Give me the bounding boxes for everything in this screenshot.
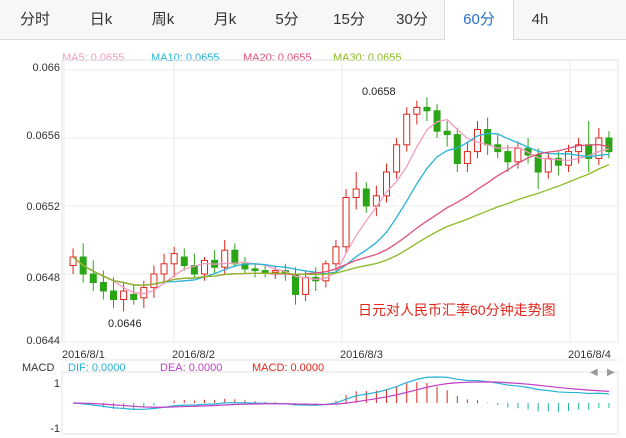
candle-body <box>190 265 198 275</box>
candle-body <box>393 144 401 173</box>
candle-body <box>170 253 178 265</box>
tab-5min[interactable]: 5分 <box>275 11 299 28</box>
candle-body <box>332 246 340 265</box>
candle-body <box>474 129 481 153</box>
tab-weekly-k[interactable]: 周k <box>151 11 175 28</box>
candle-body <box>231 249 239 265</box>
x-tick-label: 2016/8/4 <box>568 349 611 361</box>
macd-frame <box>61 371 619 435</box>
ma10-legend: MA10: 0.0655 <box>151 52 220 64</box>
scroll-right-icon[interactable]: ▶ <box>607 367 615 378</box>
candle-body <box>413 106 421 115</box>
candle-body <box>575 144 583 153</box>
candle-body <box>110 290 117 300</box>
y-tick-label: 0.066 <box>32 62 60 74</box>
candle-body <box>423 106 431 112</box>
ma30-legend: MA30: 0.0655 <box>333 52 402 64</box>
ma20-legend: MA20: 0.0655 <box>243 52 312 64</box>
candles-layer <box>69 97 613 312</box>
candle-body <box>180 256 188 266</box>
y-tick-label: 0.0656 <box>26 130 60 142</box>
macd-layer <box>73 376 610 413</box>
tab-4h[interactable]: 4h <box>531 11 549 28</box>
candle-body <box>605 137 613 153</box>
candle-body <box>221 249 229 268</box>
candle-body <box>554 157 562 166</box>
candle-body <box>120 290 128 300</box>
tab-60min[interactable]: 60分 <box>444 0 514 40</box>
tab-15min[interactable]: 15分 <box>333 11 365 28</box>
macd-y-tick: 1 <box>53 378 60 390</box>
ma-lines-layer <box>72 118 610 295</box>
candle-body <box>251 268 259 272</box>
macd-value-legend: MACD: 0.0000 <box>252 362 325 374</box>
x-tick-label: 2016/8/1 <box>62 349 105 361</box>
scroll-left-icon[interactable]: ◀ <box>590 367 598 378</box>
x-tick-label: 2016/8/2 <box>172 349 215 361</box>
candle-body <box>352 188 360 198</box>
candle-body <box>544 157 552 173</box>
macd-dea-line <box>73 381 609 408</box>
candle-body <box>565 151 572 166</box>
chart-grid <box>61 59 619 435</box>
candle-body <box>463 151 471 165</box>
candle-body <box>383 171 390 197</box>
candle-body <box>504 151 512 163</box>
candle-body <box>271 270 279 273</box>
candle-body <box>534 154 542 173</box>
y-tick-label: 0.0648 <box>26 272 60 284</box>
candle-body <box>99 282 107 292</box>
candle-body <box>443 130 451 136</box>
candle-body <box>342 197 350 248</box>
macd-dif-legend: DIF: 0.0000 <box>68 362 126 374</box>
candle-body <box>302 276 310 295</box>
ma5-line <box>72 118 610 295</box>
candle-body <box>403 113 411 146</box>
candle-body <box>362 188 370 207</box>
candle-body <box>89 273 97 283</box>
ma30-line <box>72 164 610 286</box>
candle-body <box>261 270 269 273</box>
macd-dif-line <box>73 376 609 410</box>
high-annotation: 0.0658 <box>362 86 396 98</box>
y-tick-label: 0.0652 <box>26 201 60 213</box>
macd-y-tick: -1 <box>50 423 60 435</box>
x-tick-label: 2016/8/3 <box>340 349 383 361</box>
ma5-legend: MA5: 0.0655 <box>62 52 125 64</box>
period-tab-bar: 分时 日k 周k 月k 5分 15分 30分 60分 4h <box>0 0 626 40</box>
tab-monthly-k[interactable]: 月k <box>213 11 237 28</box>
plot-frame <box>61 59 619 343</box>
candle-body <box>150 273 158 289</box>
y-tick-label: 0.0644 <box>26 335 60 347</box>
low-annotation: 0.0646 <box>108 318 142 330</box>
candle-body <box>595 137 603 159</box>
macd-title: MACD <box>22 362 55 374</box>
candle-body <box>484 129 492 146</box>
candle-body <box>160 263 168 275</box>
chart-caption: 日元对人民币汇率60分钟走势图 <box>358 302 556 318</box>
tab-30min[interactable]: 30分 <box>396 11 428 28</box>
tab-daily-k[interactable]: 日k <box>89 11 113 28</box>
tab-intraday[interactable]: 分时 <box>19 11 50 28</box>
candle-body <box>130 293 138 300</box>
macd-dea-legend: DEA: 0.0000 <box>160 362 223 374</box>
candle-body <box>201 259 208 275</box>
candle-body <box>514 147 522 163</box>
